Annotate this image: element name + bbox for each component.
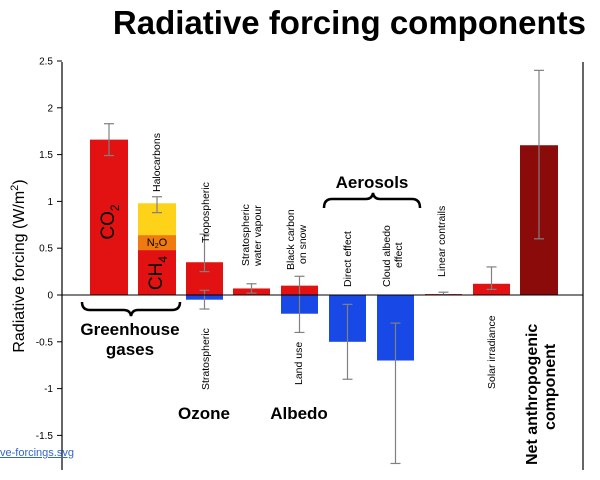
greenhouse-brace (80, 301, 182, 317)
error-bar-halocarbons (152, 196, 162, 214)
y-tick-label: -1.5 (36, 431, 54, 442)
y-tick-label: 2.5 (39, 57, 53, 68)
black-carbon-label-1: Black carbon (285, 209, 297, 270)
greenhouse-gases-label-1: Greenhouse (80, 320, 179, 339)
error-bar-co2 (104, 123, 114, 157)
chart-title: Radiative forcing components (112, 4, 586, 41)
ozone-group-label: Ozone (178, 404, 230, 423)
albedo-group-label: Albedo (270, 404, 328, 423)
bar-ch4 (138, 250, 176, 295)
error-bar-stratospheric-ozone (199, 289, 210, 310)
aerosols-brace (322, 192, 422, 209)
cloud-albedo-label-2: effect (393, 242, 405, 268)
y-tick-label: -1 (44, 384, 53, 395)
error-bar-direct-effect (342, 303, 353, 380)
y-tick-label: 0.5 (39, 244, 53, 255)
solar-irradiance-label: Solar irradiance (486, 315, 498, 389)
n2o-label: N2O (147, 237, 168, 250)
error-bar-solar-irradiance (486, 266, 497, 290)
co2-label: CO2 (98, 204, 122, 240)
y-tick-label: 1 (47, 197, 53, 208)
y-tick-label: 0 (47, 291, 53, 302)
error-bar-linear-contrails (438, 291, 449, 296)
net-anthropogenic-label-2: component (542, 343, 559, 430)
strat-water-vapour-label-2: water vapour (252, 205, 264, 267)
y-tick-label: 2 (47, 103, 53, 114)
y-axis-label: Radiative forcing (W/m2) (9, 179, 28, 352)
ch4-label: CH4 (146, 256, 170, 290)
net-anthropogenic-label-1: Net anthropogenic (524, 324, 541, 465)
source-file-link[interactable]: ve-forcings.svg (0, 447, 74, 459)
error-bar-stratospheric-water-vapour (246, 283, 257, 294)
stratospheric-ozone-label: Stratospheric (200, 328, 212, 390)
error-bar-cloud-albedo-effect (390, 322, 401, 465)
cloud-albedo-label-1: Cloud albedo (381, 225, 393, 287)
land-use-label: Land use (293, 342, 305, 385)
error-bar-land-use (294, 275, 305, 334)
y-tick-label: -0.5 (36, 337, 54, 348)
black-carbon-label-2: on snow (297, 224, 309, 264)
strat-water-vapour-label-1: Stratospheric (240, 204, 252, 266)
greenhouse-gases-label-2: gases (106, 340, 154, 359)
aerosols-group-label: Aerosols (336, 173, 409, 192)
error-bar-tropospheric-ozone (199, 233, 210, 273)
y-tick-label: 1.5 (39, 150, 53, 161)
bar-co2 (90, 139, 128, 295)
linear-contrails-label: Linear contrails (436, 206, 448, 277)
direct-effect-label: Direct effect (342, 231, 354, 287)
halocarbons-label: Halocarbons (151, 133, 163, 192)
error-bars-layer (104, 69, 544, 465)
bar-n2o (138, 235, 176, 251)
y-ticks-layer: 2.5 2 1.5 1 0.5 0 -0.5 -1 -1.5 (36, 57, 62, 442)
tropospheric-ozone-label: Tropospheric (200, 182, 212, 243)
error-bar-net-anthropogenic-component (534, 69, 544, 240)
